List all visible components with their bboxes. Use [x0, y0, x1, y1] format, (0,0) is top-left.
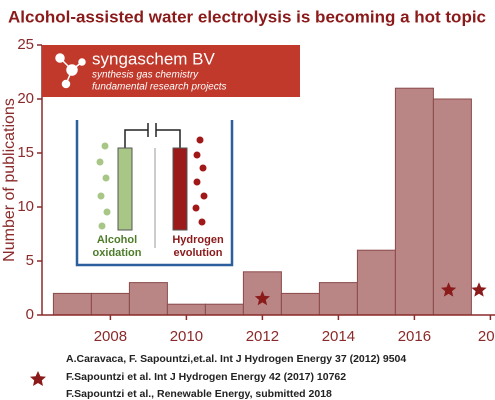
bar	[90, 292, 130, 316]
inset-label: evolution	[174, 247, 223, 259]
x-tick-label: 2016	[398, 328, 431, 345]
x-tick-label: 2008	[94, 328, 127, 345]
logo-icon	[55, 53, 86, 89]
x-tick-label: 2014	[322, 328, 355, 345]
y-tick-label: 15	[17, 144, 34, 161]
y-axis-label: Number of publications	[1, 98, 18, 262]
bar	[432, 98, 472, 316]
plot: 0 5 10 15 20 25 2008 2010 2012 2014 2016 201	[17, 36, 495, 345]
bubbles	[192, 136, 208, 226]
logo-line: fundamental research projects	[92, 82, 227, 93]
wire	[124, 129, 148, 148]
bar	[204, 303, 244, 316]
legend-star	[30, 371, 46, 386]
bar	[318, 282, 358, 316]
inset-label: Hydrogen	[172, 234, 224, 246]
bar	[356, 249, 396, 316]
inset-diagram: Alcohol oxidation Hydrogen evolution	[75, 118, 234, 268]
y-tick-label: 25	[17, 36, 34, 53]
y-tick-label: 0	[26, 306, 34, 323]
star-marker	[254, 290, 270, 306]
star-marker	[471, 282, 487, 297]
y-tick-label: 5	[26, 252, 34, 269]
logo-name: syngaschem BV	[92, 49, 215, 68]
bubbles	[96, 142, 111, 230]
chart-title: Alcohol-assisted water electrolysis is b…	[8, 7, 486, 26]
logo-box	[42, 45, 300, 97]
reference: F.Sapountzi et al. Int J Hydrogen Energy…	[66, 371, 346, 383]
y-tick-label: 10	[17, 198, 34, 215]
wire	[156, 129, 181, 148]
star-marker	[441, 282, 457, 297]
cathode	[172, 147, 188, 231]
cell	[75, 120, 234, 267]
y-tick-label: 20	[17, 90, 34, 107]
bar	[166, 303, 206, 316]
bar	[128, 282, 168, 316]
inset-label: oxidation	[93, 247, 142, 259]
anode	[117, 147, 133, 231]
x-tick-label: 2010	[170, 328, 203, 345]
bar	[280, 292, 320, 316]
x-tick-label: 201	[478, 328, 495, 345]
x-tick-label: 2012	[246, 328, 279, 345]
reference: A.Caravaca, F. Sapountzi,et.al. Int J Hy…	[66, 353, 406, 365]
bar	[394, 87, 434, 316]
reference: F.Sapountzi et al., Renewable Energy, su…	[66, 388, 332, 400]
bar	[52, 292, 92, 316]
inset-label: Alcohol	[97, 234, 137, 246]
logo: syngaschem BV synthesis gas chemistry fu…	[42, 45, 300, 97]
logo-line: synthesis gas chemistry	[92, 70, 199, 81]
